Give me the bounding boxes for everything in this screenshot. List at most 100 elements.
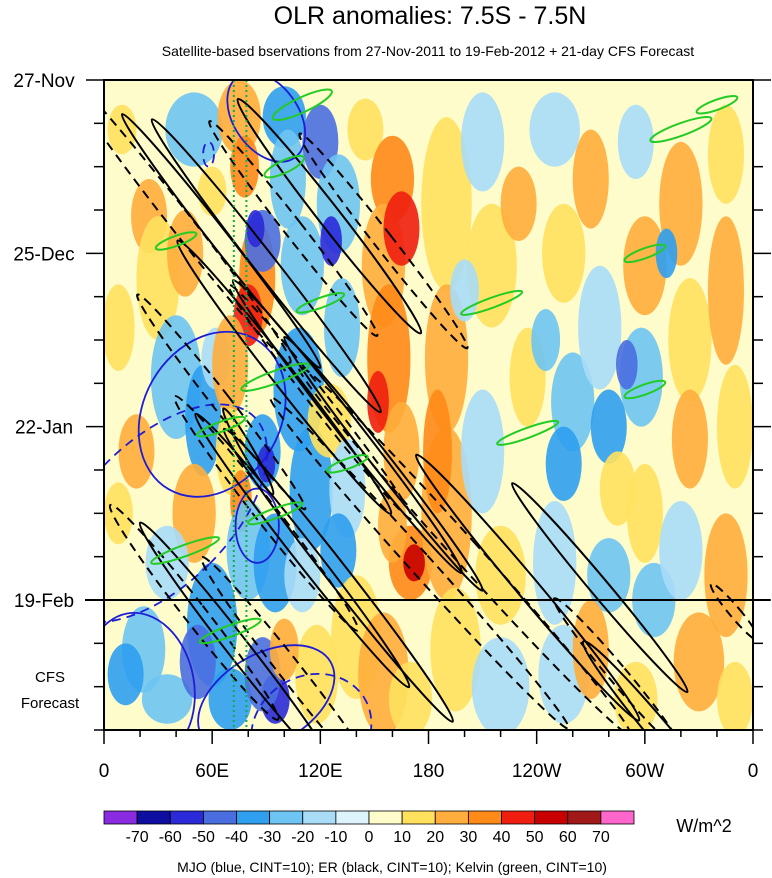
olr-anomaly-patch bbox=[659, 500, 703, 600]
olr-anomaly-patch bbox=[347, 98, 384, 161]
olr-anomaly-patch bbox=[704, 513, 748, 638]
olr-anomaly-patch bbox=[167, 210, 204, 297]
colorbar-swatch bbox=[169, 810, 204, 825]
er-contour bbox=[297, 365, 632, 730]
olr-anomaly-patch bbox=[246, 210, 265, 248]
plot-area bbox=[104, 80, 753, 730]
olr-anomaly-patch bbox=[403, 544, 425, 582]
mjo-contours bbox=[104, 80, 373, 730]
colorbar-swatch bbox=[236, 810, 271, 825]
olr-anomaly-patch bbox=[460, 92, 505, 192]
olr-anomaly-patch bbox=[471, 637, 530, 730]
forecast-label-line1: CFS bbox=[35, 669, 65, 686]
olr-anomaly-patch bbox=[614, 661, 658, 730]
colorbar-label: 0 bbox=[365, 829, 374, 846]
er-contour bbox=[269, 396, 570, 730]
er-contour bbox=[709, 582, 753, 643]
olr-anomaly-patch bbox=[104, 284, 135, 371]
olr-anomaly-patch bbox=[716, 364, 753, 489]
y-tick-label: 27-Nov bbox=[13, 71, 75, 92]
kelvin-contour bbox=[649, 115, 713, 144]
colorbar-label: 30 bbox=[459, 829, 477, 846]
colorbar-swatch bbox=[269, 810, 304, 825]
x-tick-label: 60E bbox=[195, 761, 229, 782]
olr-anomaly-patch bbox=[590, 389, 627, 464]
colorbar-swatch bbox=[434, 810, 469, 825]
kelvin-contour bbox=[325, 454, 369, 474]
er-contour bbox=[208, 120, 379, 338]
colorbar-swatch bbox=[567, 810, 602, 825]
olr-anomaly-patch bbox=[320, 216, 342, 266]
olr-anomaly-patch bbox=[141, 674, 193, 724]
colorbar-swatch bbox=[600, 810, 635, 825]
er-contour bbox=[194, 412, 411, 689]
chart-title: OLR anomalies: 7.5S - 7.5N bbox=[274, 2, 587, 30]
footer-legend: MJO (blue, CINT=10); ER (black, CINT=10)… bbox=[177, 859, 607, 875]
er-contour bbox=[222, 427, 455, 723]
colorbar-label: 10 bbox=[393, 829, 411, 846]
colorbar-swatch bbox=[103, 810, 138, 825]
olr-anomaly-patch bbox=[450, 259, 479, 322]
kelvin-contour bbox=[247, 501, 304, 526]
olr-anomaly-patch bbox=[542, 203, 586, 303]
er-contour bbox=[510, 482, 689, 694]
olr-anomaly-patch bbox=[551, 352, 595, 452]
olr-anomaly-patch bbox=[716, 661, 753, 730]
kelvin-contour bbox=[271, 88, 333, 122]
olr-anomaly-patch bbox=[460, 389, 505, 514]
y-tick-label: 25-Dec bbox=[13, 244, 74, 265]
olr-anomaly-patch bbox=[197, 166, 227, 217]
colorbar-swatch bbox=[534, 810, 569, 825]
mjo-contour bbox=[226, 80, 307, 163]
kelvin-contour bbox=[295, 292, 346, 314]
olr-anomaly-patch bbox=[383, 401, 420, 501]
kelvin-contour bbox=[196, 415, 246, 438]
kelvin-contour bbox=[496, 419, 560, 446]
er-contour bbox=[222, 407, 275, 496]
colorbar-label: 70 bbox=[592, 829, 610, 846]
mjo-contour bbox=[202, 141, 215, 168]
mjo-contour bbox=[234, 487, 280, 564]
y-axis: 27-Nov 25-Dec 22-Jan 19-Feb bbox=[13, 71, 771, 731]
colorbar-swatch bbox=[401, 810, 436, 825]
colorbar-label: -10 bbox=[324, 829, 347, 846]
colorbar-label: 20 bbox=[426, 829, 444, 846]
y-tick-label: 19-Feb bbox=[14, 591, 74, 612]
x-tick-label: 120E bbox=[298, 761, 342, 782]
er-contour bbox=[414, 453, 641, 722]
er-contour bbox=[136, 293, 307, 511]
olr-anomaly-patch bbox=[421, 117, 472, 291]
olr-anomaly-patch bbox=[165, 92, 223, 167]
colorbar-swatch bbox=[335, 810, 370, 825]
kelvin-contour bbox=[695, 95, 739, 115]
x-tick-label: 0 bbox=[748, 761, 759, 782]
olr-anomaly-patch bbox=[671, 389, 708, 489]
er-contour bbox=[298, 132, 469, 350]
kelvin-contour bbox=[623, 379, 667, 400]
er-contour bbox=[138, 521, 340, 730]
er-contour bbox=[227, 283, 414, 521]
kelvin-contour bbox=[150, 536, 221, 565]
olr-anomaly-patch bbox=[289, 426, 333, 551]
olr-anomaly-patch bbox=[533, 500, 577, 625]
olr-anomaly-patch bbox=[617, 104, 654, 180]
x-tick-label: 120W bbox=[512, 761, 562, 782]
x-tick-label: 180 bbox=[413, 761, 445, 782]
olr-anomaly-patch bbox=[668, 278, 712, 402]
olr-anomaly-patch bbox=[383, 191, 420, 266]
olr-anomaly-patch bbox=[423, 389, 452, 514]
colorbar-swatch bbox=[368, 810, 403, 825]
kelvin-contour bbox=[623, 243, 667, 264]
x-axis: 0 60E 120E 180 120W 60W 0 bbox=[99, 730, 759, 782]
colorbar-label: -60 bbox=[159, 829, 182, 846]
colorbar-swatch bbox=[501, 810, 536, 825]
er-contour bbox=[552, 597, 683, 730]
olr-anomaly-patch bbox=[655, 228, 678, 279]
olr-anomaly-patch bbox=[623, 216, 667, 316]
colorbar-label: 40 bbox=[493, 829, 511, 846]
olr-anomaly-patch bbox=[500, 166, 537, 241]
colorbar-swatch bbox=[302, 810, 337, 825]
olr-anomaly-patch bbox=[104, 482, 133, 545]
olr-anomaly-patch bbox=[626, 463, 663, 563]
